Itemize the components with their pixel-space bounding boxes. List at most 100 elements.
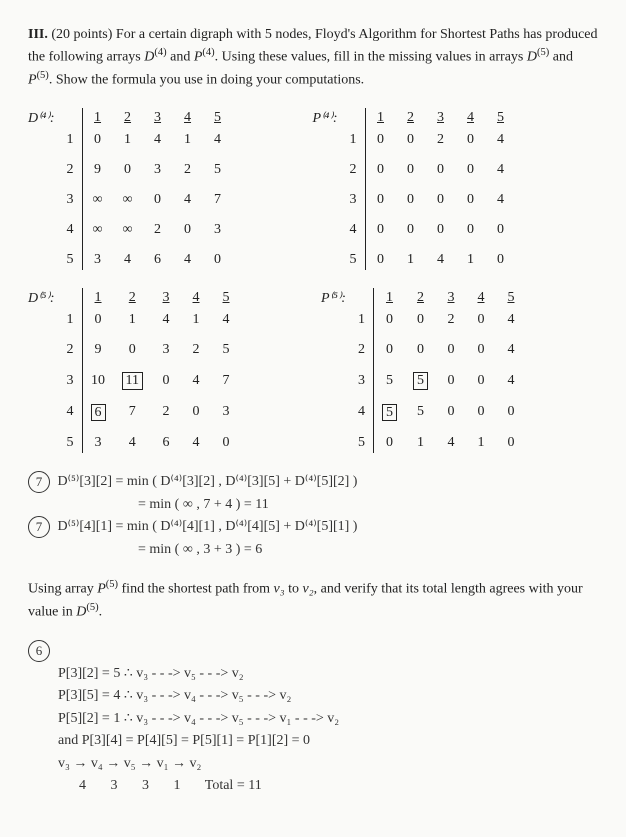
table-cell: 6 [143,250,173,270]
table-cell: 10 [82,370,114,401]
table-cell: 0 [436,370,466,401]
table-cell: 4 [151,308,181,340]
col-header: 2 [114,288,151,308]
table-cell: 4 [486,128,516,160]
col-header: 3 [151,288,181,308]
calc1-line2: = min ( ∞ , 7 + 4 ) = 11 [138,494,598,516]
table-cell: 0 [466,370,496,401]
row-header: 1 [63,308,83,340]
col-header: 5 [486,108,516,128]
table-cell: 2 [426,128,456,160]
table-cell: 7 [211,370,241,401]
col-header: 5 [211,288,241,308]
table-cell: 2 [181,340,211,370]
table-cell: 0 [456,128,486,160]
table-cell: 0 [173,220,203,250]
D5-block: D⁽⁵⁾: 1234510141429032531011047467203534… [28,288,241,453]
sym-D5: D [527,50,537,65]
table-cell: 1 [466,433,496,453]
col-header: 3 [426,108,456,128]
table-cell: 0 [436,340,466,370]
table-cell: ∞ [113,220,143,250]
path-q-period: . [99,604,103,619]
table-cell: 5 [203,160,233,190]
P5-table: 12345100204200004355004455000501410 [354,288,526,453]
table-cell: 1 [396,250,426,270]
col-header: 2 [405,288,436,308]
calc1-circled: 7 [28,471,50,493]
table-cell: 0 [396,220,426,250]
table-cell: 5 [211,340,241,370]
row-header: 3 [63,190,83,220]
table-cell: 5 [373,402,405,433]
table-cell: 4 [486,160,516,190]
table-cell: ∞ [82,220,113,250]
col-header: 2 [113,108,143,128]
sup-D5: (5) [537,47,549,58]
col-header: 1 [365,108,396,128]
table-cell: 4 [203,128,233,160]
col-header: 4 [456,108,486,128]
table-cell: 0 [466,340,496,370]
table-cell: 4 [211,308,241,340]
row-header: 2 [354,340,374,370]
path-line4: and P[3][4] = P[4][5] = P[5][1] = P[1][2… [58,730,598,752]
path-q-to: to [288,582,299,597]
sup-P4: (4) [202,47,214,58]
path-q-D-sup: (5) [86,602,98,613]
table-cell: 3 [82,433,114,453]
path-line2: P[3][5] = 4 ∴ v₃ - - -> v₄ - - -> v₅ - -… [58,685,598,707]
table-cell: 0 [396,160,426,190]
table-cell: 4 [113,250,143,270]
table-cell: 0 [143,190,173,220]
table-cell: 1 [113,128,143,160]
path-q-v3: v₃ [274,582,285,597]
path-question: Using array P(5) find the shortest path … [28,577,598,622]
col-header: 4 [173,108,203,128]
D4-label: D⁽⁴⁾: [28,108,55,127]
D4-block: D⁽⁴⁾: 123451014142903253∞∞0474∞∞20353464… [28,108,233,270]
table-cell: 0 [365,160,396,190]
problem-points: (20 points) [51,27,112,42]
sym-D4: D [144,50,154,65]
row-header: 1 [354,308,374,340]
P4-table: 12345100204200004300004400000501410 [346,108,516,270]
problem-number: III. [28,27,48,42]
col-header: 4 [181,288,211,308]
row-header: 1 [63,128,83,160]
table-cell: 0 [405,340,436,370]
row-header: 4 [63,402,83,433]
table-cell: 4 [173,250,203,270]
table-cell: 4 [114,433,151,453]
table-cell: 0 [486,250,516,270]
table-cell: 0 [456,160,486,190]
table-cell: 3 [211,402,241,433]
D5-label: D⁽⁵⁾: [28,288,55,307]
row-header: 2 [346,160,366,190]
table-cell: 4 [486,190,516,220]
table-cell: 0 [496,433,526,453]
table-cell: 2 [143,220,173,250]
table-cell: 0 [82,308,114,340]
sup-D4: (4) [154,47,166,58]
row-header: 3 [346,190,366,220]
table-cell: 4 [496,370,526,401]
tables-row-5: D⁽⁵⁾: 1234510141429032531011047467203534… [28,288,598,453]
table-cell: 2 [173,160,203,190]
problem-text-2: . Using these values, fill in the missin… [215,50,524,65]
table-cell: 0 [365,128,396,160]
row-header: 3 [63,370,83,401]
table-cell: 1 [181,308,211,340]
path-q-a: Using array [28,582,94,597]
sym-P5: P [28,72,37,87]
table-cell: 1 [173,128,203,160]
P5-block: P⁽⁵⁾: 1234510020420000435500445500050141… [321,288,526,453]
col-header: 3 [143,108,173,128]
table-cell: 3 [203,220,233,250]
col-header: 5 [496,288,526,308]
row-header: 2 [63,340,83,370]
table-cell: 0 [496,402,526,433]
col-header: 1 [82,288,114,308]
table-cell: 5 [405,402,436,433]
table-cell: 0 [396,128,426,160]
